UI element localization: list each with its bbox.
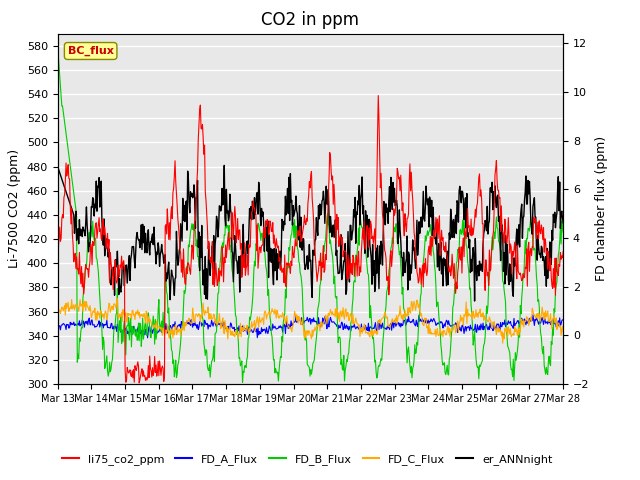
Legend: li75_co2_ppm, FD_A_Flux, FD_B_Flux, FD_C_Flux, er_ANNnight: li75_co2_ppm, FD_A_Flux, FD_B_Flux, FD_C… — [58, 450, 557, 469]
Text: BC_flux: BC_flux — [68, 46, 113, 56]
Title: CO2 in ppm: CO2 in ppm — [261, 11, 360, 29]
Y-axis label: FD chamber flux (ppm): FD chamber flux (ppm) — [595, 136, 608, 281]
Y-axis label: Li-7500 CO2 (ppm): Li-7500 CO2 (ppm) — [8, 149, 21, 268]
